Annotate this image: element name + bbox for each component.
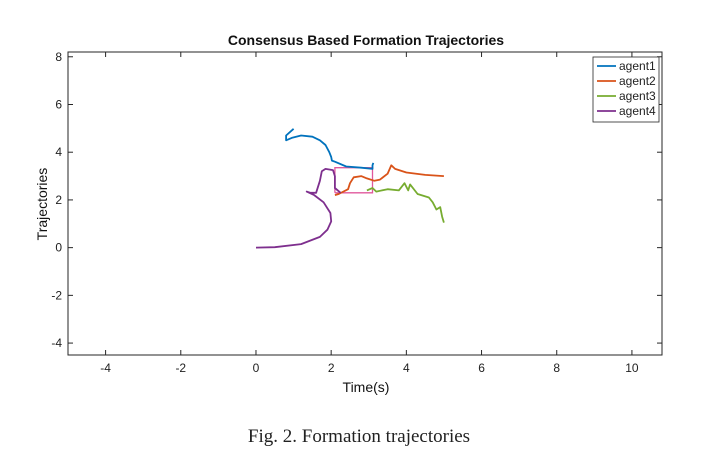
chart-figure: Consensus Based Formation Trajectories -… bbox=[34, 32, 663, 395]
x-tick-label: 10 bbox=[625, 361, 639, 375]
legend-label-agent2: agent2 bbox=[619, 74, 656, 88]
y-tick-label: -2 bbox=[51, 288, 62, 302]
legend-label-agent4: agent4 bbox=[619, 104, 656, 118]
legend-label-agent1: agent1 bbox=[619, 59, 656, 73]
y-tick-label: -4 bbox=[51, 336, 62, 350]
series-line-agent4 bbox=[255, 167, 342, 249]
x-tick-label: 0 bbox=[253, 361, 260, 375]
series-line-agent2 bbox=[334, 164, 444, 196]
x-tick-label: 8 bbox=[553, 361, 560, 375]
x-tick-label: 2 bbox=[328, 361, 335, 375]
x-tick-label: -2 bbox=[175, 361, 186, 375]
y-axis-label: Trajectories bbox=[34, 168, 50, 241]
y-tick-label: 6 bbox=[55, 97, 62, 111]
plot-area bbox=[67, 51, 663, 356]
y-tick-label: 0 bbox=[55, 241, 62, 255]
series-line-agent3 bbox=[366, 182, 445, 223]
legend-label-agent3: agent3 bbox=[619, 89, 656, 103]
y-tick-label: 2 bbox=[55, 193, 62, 207]
figure-caption: Fig. 2. Formation trajectories bbox=[247, 426, 471, 447]
x-axis-label: Time(s) bbox=[343, 379, 390, 395]
series-line-agent1 bbox=[285, 128, 375, 170]
axis-ticks: -4 -2 0 2 4 6 8 10 -4 -2 0 2 4 6 8 bbox=[51, 50, 662, 375]
chart-title: Consensus Based Formation Trajectories bbox=[228, 32, 504, 48]
x-tick-label: -4 bbox=[100, 361, 111, 375]
y-tick-label: 4 bbox=[55, 145, 62, 159]
x-tick-label: 6 bbox=[478, 361, 485, 375]
y-tick-label: 8 bbox=[55, 50, 62, 64]
x-tick-label: 4 bbox=[403, 361, 410, 375]
series-layer bbox=[255, 128, 445, 249]
